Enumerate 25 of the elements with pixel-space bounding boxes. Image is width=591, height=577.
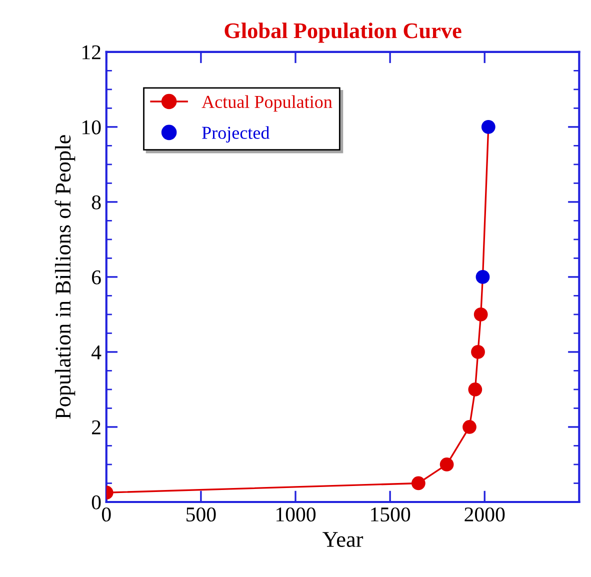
x-tick-label: 1000 — [276, 507, 316, 522]
x-tick-label: 1500 — [371, 507, 410, 522]
point — [476, 270, 490, 284]
y-tick-label: 2 — [92, 420, 100, 434]
point — [471, 345, 485, 359]
legend-label: Projected — [202, 126, 270, 143]
y-tick-label: 12 — [82, 45, 100, 60]
y-tick-label: 4 — [92, 345, 102, 360]
x-tick-label: 2000 — [464, 507, 505, 522]
point — [411, 476, 426, 490]
y-tick-label: 0 — [92, 495, 101, 510]
y-tick-label: 10 — [82, 120, 101, 134]
y-tick-label: 6 — [92, 270, 101, 284]
legend-label: Actual Population — [202, 95, 332, 112]
chart-title: Global Population Curve — [224, 22, 462, 43]
y-axis-title: Population in Billions of People — [54, 135, 76, 419]
point — [440, 458, 454, 472]
point — [481, 120, 496, 134]
x-tick-label: 0 — [102, 507, 111, 522]
point — [462, 420, 476, 434]
x-axis-title: Year — [322, 532, 364, 547]
point — [468, 382, 482, 396]
x-tick-label: 500 — [186, 507, 216, 522]
y-tick-label: 8 — [92, 195, 101, 210]
point — [474, 308, 488, 322]
